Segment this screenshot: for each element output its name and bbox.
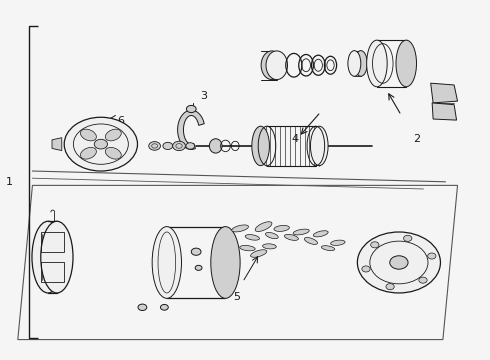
Circle shape <box>94 139 107 149</box>
Ellipse shape <box>293 229 309 235</box>
Ellipse shape <box>396 40 416 87</box>
Circle shape <box>172 141 185 150</box>
Ellipse shape <box>152 226 181 298</box>
Ellipse shape <box>331 240 345 246</box>
Circle shape <box>186 143 195 149</box>
Circle shape <box>149 141 160 150</box>
Ellipse shape <box>321 246 335 251</box>
Ellipse shape <box>348 51 361 76</box>
Ellipse shape <box>80 129 97 141</box>
Polygon shape <box>431 83 458 103</box>
Circle shape <box>362 266 370 272</box>
Circle shape <box>428 253 436 259</box>
Circle shape <box>191 248 201 255</box>
Circle shape <box>404 235 412 242</box>
Ellipse shape <box>354 51 367 76</box>
Ellipse shape <box>311 126 328 166</box>
Circle shape <box>386 284 394 290</box>
Ellipse shape <box>250 250 267 257</box>
Ellipse shape <box>80 147 97 159</box>
Circle shape <box>370 242 379 248</box>
Ellipse shape <box>41 221 73 293</box>
Circle shape <box>390 256 408 269</box>
Circle shape <box>138 304 147 311</box>
Ellipse shape <box>252 126 270 166</box>
Ellipse shape <box>304 238 318 244</box>
Ellipse shape <box>313 231 328 237</box>
Polygon shape <box>177 110 204 149</box>
Ellipse shape <box>266 51 288 80</box>
Circle shape <box>163 142 172 149</box>
Ellipse shape <box>245 235 260 240</box>
Text: 2: 2 <box>414 134 421 144</box>
Bar <box>41 232 64 252</box>
Text: 6: 6 <box>117 116 124 126</box>
Circle shape <box>186 105 196 113</box>
Bar <box>41 262 64 282</box>
Circle shape <box>357 232 441 293</box>
Ellipse shape <box>105 147 122 159</box>
Circle shape <box>64 117 138 171</box>
Ellipse shape <box>261 51 283 80</box>
Polygon shape <box>432 103 457 120</box>
Text: 3: 3 <box>200 91 207 101</box>
Ellipse shape <box>209 139 222 153</box>
Circle shape <box>419 277 427 283</box>
Ellipse shape <box>240 246 255 251</box>
Ellipse shape <box>32 221 64 293</box>
Circle shape <box>195 265 202 270</box>
Ellipse shape <box>263 244 276 249</box>
Text: 4: 4 <box>292 134 298 144</box>
Text: 5: 5 <box>233 292 240 302</box>
Ellipse shape <box>274 225 290 231</box>
Polygon shape <box>52 138 62 150</box>
Text: 1: 1 <box>5 177 13 187</box>
Ellipse shape <box>284 234 298 240</box>
Ellipse shape <box>232 225 248 232</box>
Ellipse shape <box>266 233 278 239</box>
Ellipse shape <box>211 226 240 298</box>
Ellipse shape <box>255 222 272 231</box>
Ellipse shape <box>105 129 122 141</box>
Ellipse shape <box>367 40 387 87</box>
Circle shape <box>160 305 168 310</box>
